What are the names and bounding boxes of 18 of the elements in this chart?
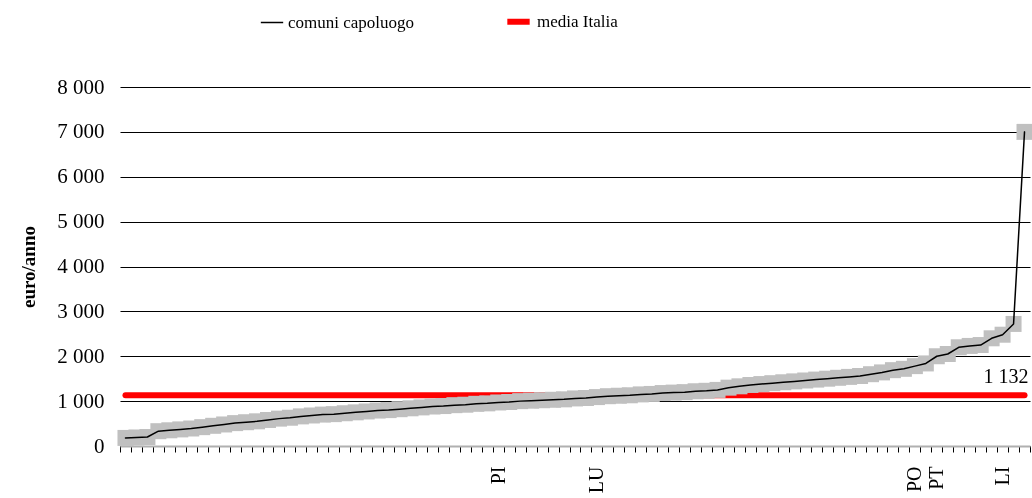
x-tick-label: PO (903, 466, 926, 493)
y-tick-label: 1 000 (57, 388, 105, 413)
x-tick-label: LI (991, 466, 1014, 486)
y-tick-label: 6 000 (57, 164, 105, 189)
y-tick-label: 0 (94, 433, 105, 458)
y-tick-label: 4 000 (57, 254, 105, 278)
y-tick-label: 5 000 (57, 209, 105, 234)
legend-label: comuni capoluogo (288, 12, 415, 32)
y-tick-label: 2 000 (57, 343, 105, 368)
x-tick-label: PT (925, 466, 948, 490)
y-tick-label: 3 000 (57, 298, 105, 323)
y-axis-title: euro/anno (18, 225, 40, 309)
x-tick-label: LU (585, 465, 608, 494)
legend-label: media Italia (537, 11, 619, 31)
data-label: 1 132 (983, 365, 1029, 388)
y-tick-label: 7 000 (57, 119, 105, 144)
y-tick-label: 8 000 (57, 74, 105, 99)
x-tick-label: PI (486, 466, 509, 485)
